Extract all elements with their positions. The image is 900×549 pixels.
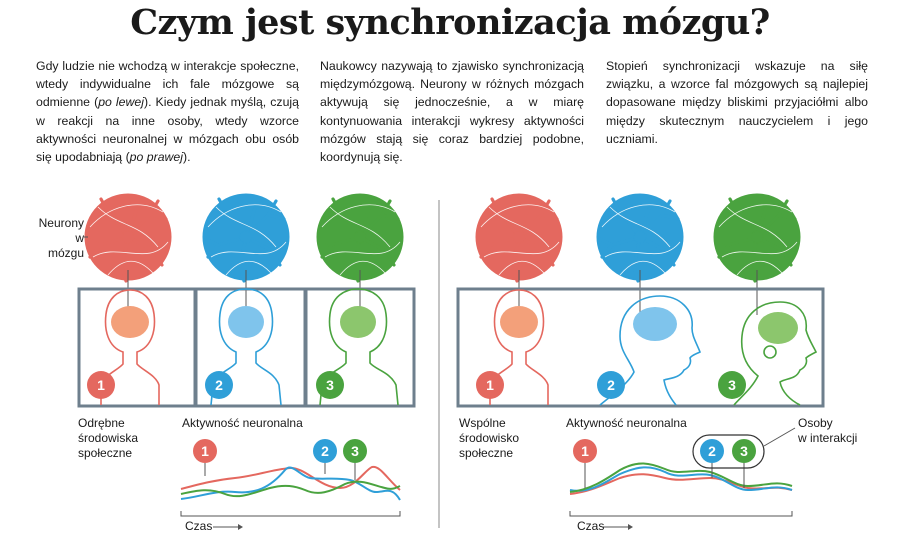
person-2-left: 2	[205, 288, 282, 406]
interacting-people-label: Osoby w interakcji	[798, 416, 858, 445]
neuron-circle-3-left	[315, 192, 405, 283]
neuron-circle-2-right	[595, 192, 685, 283]
svg-text:2: 2	[607, 377, 615, 393]
person-1-left: 1	[87, 289, 160, 405]
svg-text:3: 3	[728, 377, 736, 393]
neuron-circle-2-left	[201, 192, 291, 283]
page-title: Czym jest synchronizacja mózgu?	[130, 2, 770, 43]
svg-text:3: 3	[740, 443, 748, 459]
intro-paragraph-left: Gdy ludzie nie wchodzą w interakcje społ…	[36, 59, 299, 165]
activity-chart-left: 1 2 3	[180, 439, 401, 530]
intro-paragraph-middle: Naukowcy nazywają to zjawisko synchroniz…	[320, 59, 584, 165]
wave-person-3-left	[180, 480, 401, 498]
interaction-group-outline	[692, 434, 765, 469]
left-environment-label: Odrębne środowiska społeczne	[78, 416, 139, 460]
person-3-left: 3	[316, 288, 399, 406]
intro-paragraph-right: Stopień synchronizacji wskazuje na siłę …	[606, 59, 868, 146]
person-frames-left	[77, 287, 416, 408]
neuron-circle-3-right	[712, 192, 802, 283]
svg-text:1: 1	[97, 377, 105, 393]
neurons-label: Neurony w mózgu	[38, 216, 84, 260]
svg-text:2: 2	[321, 443, 329, 459]
svg-text:3: 3	[326, 377, 334, 393]
wave-person-2-left	[180, 466, 401, 501]
person-3-right: 3	[718, 301, 818, 406]
svg-text:3: 3	[351, 443, 359, 459]
activity-chart-right: 1 2 3	[569, 427, 796, 530]
activity-label-left: Aktywność neuronalna	[182, 416, 303, 430]
time-label-left: Czas	[185, 519, 213, 533]
activity-label-right: Aktywność neuronalna	[566, 416, 687, 430]
svg-text:1: 1	[581, 443, 589, 459]
svg-text:1: 1	[486, 377, 494, 393]
person-1-right: 1	[476, 289, 549, 405]
right-environment-label: Wspólne środowisko społeczne	[459, 416, 520, 460]
wave-person-3-right	[569, 462, 793, 493]
svg-text:2: 2	[215, 377, 223, 393]
svg-text:2: 2	[708, 443, 716, 459]
svg-text:1: 1	[201, 443, 209, 459]
neuron-circle-1-left	[83, 192, 173, 283]
time-label-right: Czas	[577, 519, 605, 533]
wave-person-2-right	[569, 466, 793, 492]
wave-person-1-right	[569, 473, 793, 495]
neuron-circle-1-right	[474, 192, 564, 283]
person-2-right: 2	[597, 295, 702, 406]
person-frame-right	[456, 287, 825, 408]
